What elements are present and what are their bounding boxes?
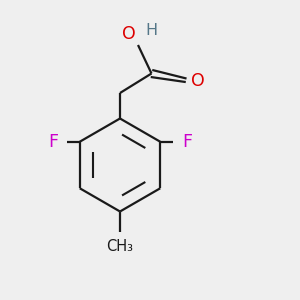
Text: H: H <box>146 23 158 38</box>
Text: CH₃: CH₃ <box>106 239 134 254</box>
Text: F: F <box>182 133 192 151</box>
Text: O: O <box>122 25 136 43</box>
Text: O: O <box>191 72 205 90</box>
Text: F: F <box>48 133 58 151</box>
